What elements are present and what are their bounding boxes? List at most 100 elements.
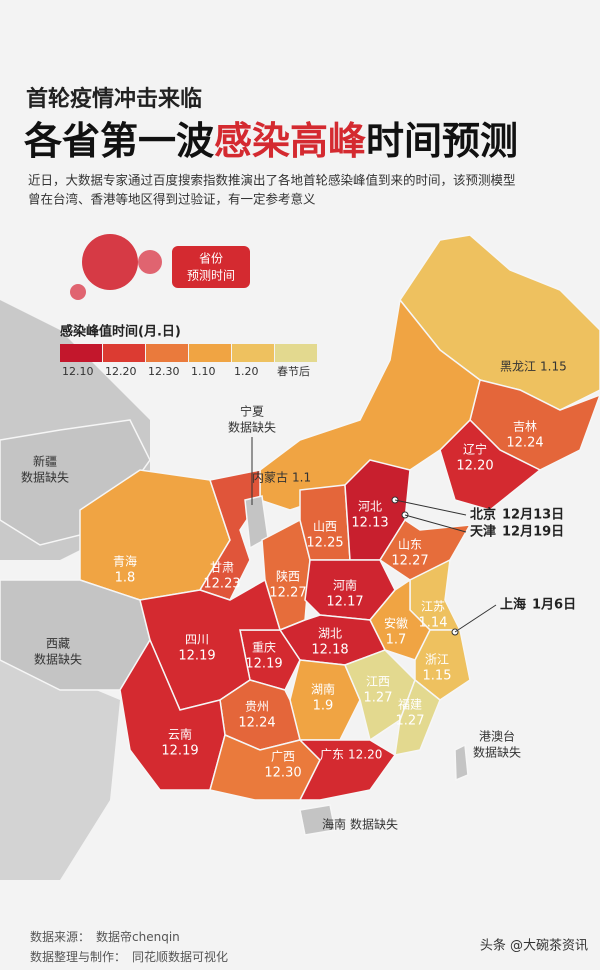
province bbox=[298, 739, 397, 801]
province-date: 12.30 bbox=[264, 766, 301, 781]
province bbox=[454, 743, 469, 782]
city-name: 上海 bbox=[500, 597, 526, 613]
province-date: 12.19 bbox=[245, 657, 282, 672]
legend-swatch bbox=[103, 344, 145, 362]
legend-label: 12.10 bbox=[62, 365, 94, 378]
province-date: 1.27 bbox=[396, 714, 425, 729]
footer-value: 同花顺数据可视化 bbox=[132, 949, 228, 964]
province-date: 数据缺失 bbox=[228, 420, 276, 435]
map bbox=[0, 234, 600, 836]
province-name: 浙江 bbox=[425, 653, 449, 667]
province-name: 湖北 bbox=[318, 626, 342, 641]
province-name: 甘肃 bbox=[210, 561, 234, 575]
city-date: 12月13日 bbox=[502, 508, 564, 523]
province-date: 数据缺失 bbox=[34, 652, 82, 667]
province-date: 1.27 bbox=[364, 691, 393, 706]
province-name: 陕西 bbox=[276, 569, 300, 584]
footer-label: 数据来源： bbox=[30, 929, 90, 944]
province-name: 河南 bbox=[333, 578, 357, 593]
province-name: 安徽 bbox=[384, 616, 408, 631]
province-date: 12.19 bbox=[161, 744, 198, 759]
province-date: 数据缺失 bbox=[21, 470, 69, 485]
province-date: 12.25 bbox=[306, 536, 343, 551]
legend-label: 12.30 bbox=[148, 365, 180, 378]
province-name: 广西 bbox=[271, 750, 295, 764]
province-date: 12.23 bbox=[203, 577, 240, 592]
legend-title: 感染峰值时间(月.日) bbox=[60, 324, 181, 340]
province-name: 内蒙古 bbox=[252, 470, 288, 485]
province-date: 1.9 bbox=[313, 699, 334, 714]
intro: 曾在台湾、香港等地区得到过验证，有一定参考意义 bbox=[28, 192, 316, 207]
legend-swatch bbox=[60, 344, 102, 362]
province-name: 西藏 bbox=[46, 637, 70, 651]
leader-line bbox=[404, 514, 467, 533]
footer-label: 数据整理与制作： bbox=[30, 949, 126, 964]
leader-line bbox=[394, 499, 467, 516]
neighbor-land bbox=[0, 650, 120, 880]
legend-swatch bbox=[275, 344, 317, 362]
province-date: 12.27 bbox=[391, 554, 428, 569]
footer: 数据来源： 数据帝chenqin bbox=[30, 929, 180, 944]
province-date: 12.18 bbox=[311, 643, 348, 658]
province-name: 新疆 bbox=[33, 454, 57, 469]
title-highlight: 感染高峰 bbox=[214, 119, 366, 163]
province-date: 1.8 bbox=[115, 571, 136, 586]
province-date: 12.24 bbox=[506, 436, 543, 451]
province-name: 福建 bbox=[398, 697, 422, 712]
virus-icon bbox=[70, 234, 162, 300]
footer: 数据整理与制作： 同花顺数据可视化 bbox=[30, 949, 228, 964]
province-date: 1.15 bbox=[423, 669, 452, 684]
province-name: 重庆 bbox=[252, 641, 276, 655]
legend-swatch bbox=[232, 344, 274, 362]
city-name: 天津 bbox=[470, 524, 496, 540]
province-name: 宁夏 bbox=[240, 404, 264, 419]
legend-label: 1.20 bbox=[234, 365, 259, 378]
province-name: 海南 bbox=[322, 817, 346, 832]
footer-value: 数据帝chenqin bbox=[96, 929, 180, 944]
province-date: 1.15 bbox=[540, 360, 567, 374]
province-date: 1.7 bbox=[386, 633, 407, 648]
province-date: 12.17 bbox=[326, 595, 363, 610]
province-name: 贵州 bbox=[245, 700, 269, 714]
province-name: 辽宁 bbox=[463, 442, 487, 457]
leader-line bbox=[454, 604, 497, 633]
province-date: 数据缺失 bbox=[473, 745, 521, 760]
legend-swatch bbox=[146, 344, 188, 362]
province-name: 云南 bbox=[168, 727, 192, 742]
title-part: 各省第一波 bbox=[24, 119, 214, 163]
province-name: 吉林 bbox=[513, 420, 537, 434]
province bbox=[369, 578, 431, 661]
legend: 12.10 12.20 12.30 1.10 1.20 春节后 bbox=[60, 344, 317, 378]
province bbox=[394, 678, 441, 756]
province-name: 广东 bbox=[320, 748, 344, 762]
badge-text: 省份 bbox=[199, 252, 223, 266]
province-date: 1.1 bbox=[292, 471, 311, 485]
province-name: 山东 bbox=[398, 538, 422, 552]
province-date: 12.13 bbox=[351, 516, 388, 531]
province-date: 12.19 bbox=[178, 649, 215, 664]
legend-label: 1.10 bbox=[191, 365, 216, 378]
legend-swatch bbox=[189, 344, 231, 362]
province-name: 青海 bbox=[113, 554, 137, 569]
intro: 近日，大数据专家通过百度搜索指数推演出了各地首轮感染峰值到来的时间，该预测模型 bbox=[28, 173, 516, 188]
kicker: 首轮疫情冲击来临 bbox=[26, 86, 202, 112]
city-date: 1月6日 bbox=[532, 598, 576, 613]
badge-text: 预测时间 bbox=[187, 269, 235, 283]
province-name: 四川 bbox=[185, 633, 209, 647]
province-date: 12.20 bbox=[348, 748, 382, 762]
province-name: 港澳台 bbox=[479, 729, 515, 744]
province-date: 数据缺失 bbox=[350, 817, 398, 832]
province bbox=[299, 804, 336, 836]
province-name: 山西 bbox=[313, 520, 337, 534]
legend-label: 春节后 bbox=[277, 365, 310, 378]
province-name: 湖南 bbox=[311, 682, 335, 697]
province-date: 12.27 bbox=[269, 586, 306, 601]
city-date: 12月19日 bbox=[502, 525, 564, 540]
city-name: 北京 bbox=[470, 507, 496, 523]
province-name: 江苏 bbox=[421, 600, 445, 614]
corner-mark: 头条 @大碗茶资讯 bbox=[480, 938, 588, 954]
province bbox=[0, 419, 151, 546]
title-part: 时间预测 bbox=[366, 119, 518, 163]
badge bbox=[172, 246, 250, 288]
province-date: 12.24 bbox=[238, 716, 275, 731]
